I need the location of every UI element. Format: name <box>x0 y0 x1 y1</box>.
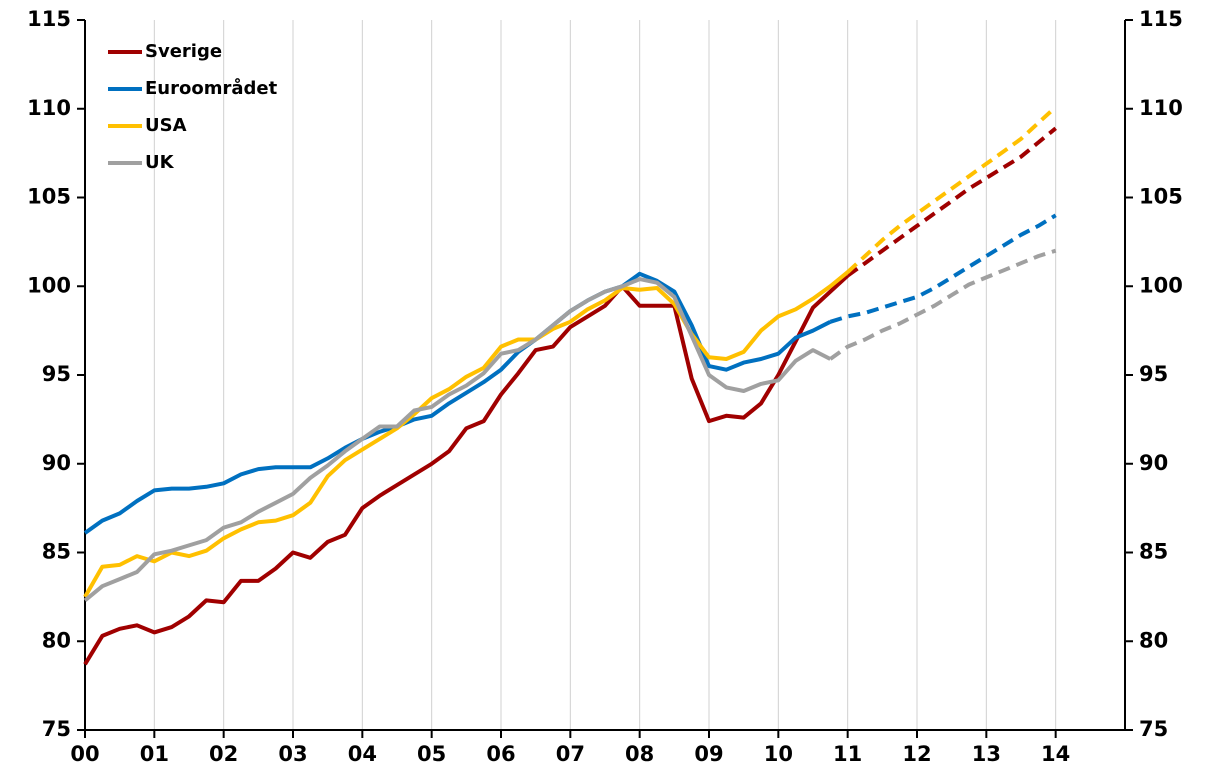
forecast-line <box>829 248 1057 361</box>
y2-tick-label: 110 <box>1139 96 1183 120</box>
x-tick-label: 04 <box>348 742 377 766</box>
y-tick-label: 100 <box>27 273 71 297</box>
forecast-line <box>846 105 1058 274</box>
x-tick-label: 13 <box>972 742 1001 766</box>
legend-label: USA <box>145 115 187 136</box>
x-tick-label: 07 <box>556 742 585 766</box>
y-tick-label: 105 <box>27 185 71 209</box>
series-line <box>83 274 850 666</box>
y2-tick-label: 85 <box>1139 540 1168 564</box>
y2-tick-label: 80 <box>1139 628 1168 652</box>
x-tick-label: 10 <box>764 742 793 766</box>
legend-label: Euroområdet <box>145 77 278 99</box>
forecast-line <box>846 126 1057 278</box>
x-tick-label: 14 <box>1041 742 1070 766</box>
x-tick-label: 12 <box>902 742 931 766</box>
series-line <box>83 271 832 535</box>
y-tick-label: 115 <box>27 7 71 31</box>
y2-tick-label: 95 <box>1139 362 1168 386</box>
series-line <box>83 270 849 598</box>
legend-label: UK <box>145 152 175 173</box>
y2-tick-label: 115 <box>1139 7 1183 31</box>
y-tick-label: 85 <box>42 540 71 564</box>
forecast-line <box>829 213 1057 324</box>
x-tick-label: 11 <box>833 742 862 766</box>
legend-label: Sverige <box>145 41 222 62</box>
y-tick-label: 90 <box>42 451 71 475</box>
x-tick-label: 05 <box>417 742 446 766</box>
y-tick-label: 80 <box>42 628 71 652</box>
x-tick-label: 09 <box>694 742 723 766</box>
x-tick-label: 00 <box>70 742 99 766</box>
y-tick-label: 75 <box>42 717 71 741</box>
x-tick-label: 03 <box>278 742 307 766</box>
y2-tick-label: 105 <box>1139 185 1183 209</box>
y-tick-label: 95 <box>42 362 71 386</box>
series-line <box>83 277 832 602</box>
y2-tick-label: 90 <box>1139 451 1168 475</box>
x-tick-label: 01 <box>140 742 169 766</box>
y2-tick-label: 100 <box>1139 273 1183 297</box>
y2-tick-label: 75 <box>1139 717 1168 741</box>
x-tick-label: 02 <box>209 742 238 766</box>
x-tick-label: 06 <box>486 742 515 766</box>
x-tick-label: 08 <box>625 742 654 766</box>
y-tick-label: 110 <box>27 96 71 120</box>
